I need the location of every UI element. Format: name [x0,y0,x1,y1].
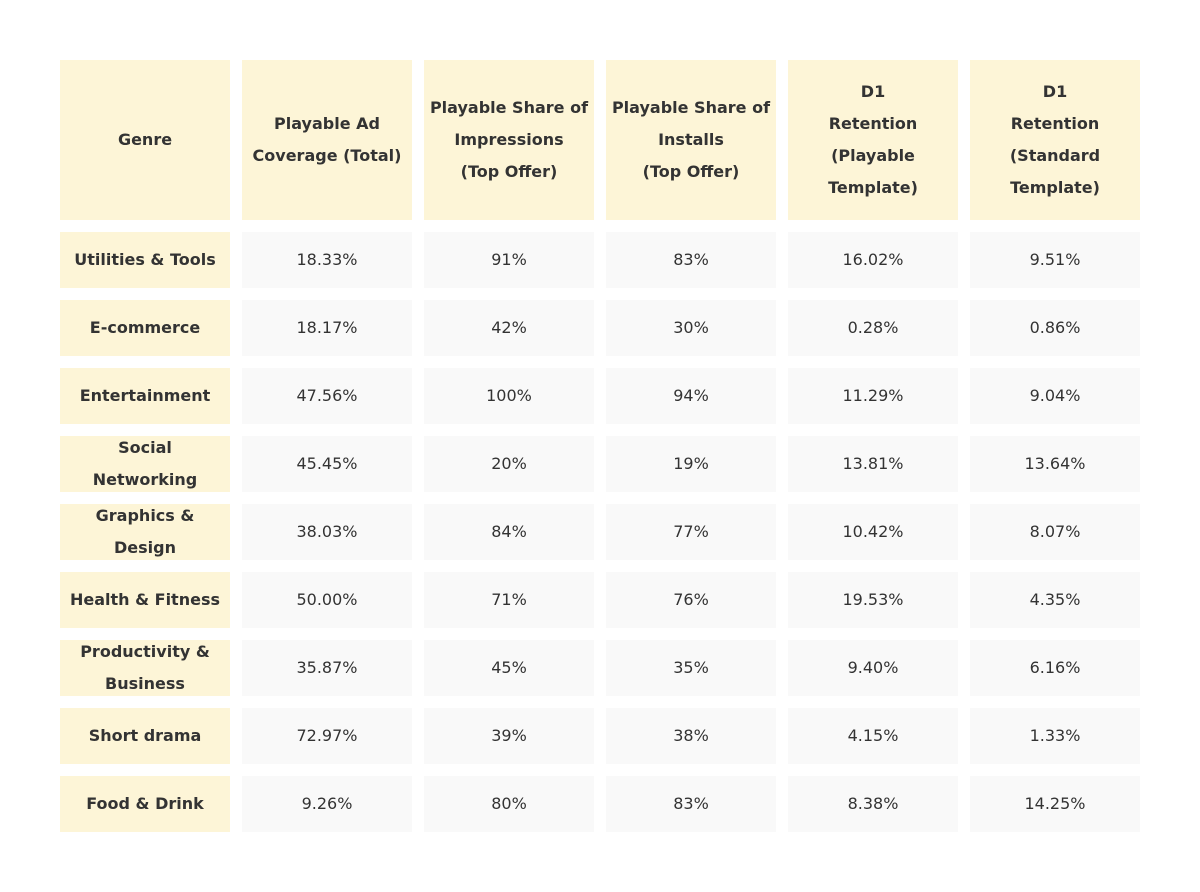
row-genre-label: Graphics & Design [60,504,230,560]
table-cell-value: 14.25% [970,776,1140,832]
table-cell-value: 83% [606,776,776,832]
table-cell-value: 0.28% [788,300,958,356]
table-cell-value: 45% [424,640,594,696]
table-cell-value: 18.17% [242,300,412,356]
table-cell-value: 4.35% [970,572,1140,628]
table-cell-value: 9.51% [970,232,1140,288]
table-cell-value: 19% [606,436,776,492]
table-cell-value: 30% [606,300,776,356]
column-header: Playable Share of Installs (Top Offer) [606,60,776,220]
table-cell-value: 10.42% [788,504,958,560]
table-cell-value: 80% [424,776,594,832]
table-cell-value: 35.87% [242,640,412,696]
table-cell-value: 9.40% [788,640,958,696]
table-cell-value: 84% [424,504,594,560]
column-header: D1 Retention (Playable Template) [788,60,958,220]
column-header: Playable Share of Impressions (Top Offer… [424,60,594,220]
row-genre-label: E-commerce [60,300,230,356]
table-cell-value: 4.15% [788,708,958,764]
table-cell-value: 1.33% [970,708,1140,764]
table-cell-value: 6.16% [970,640,1140,696]
table-cell-value: 19.53% [788,572,958,628]
row-genre-label: Utilities & Tools [60,232,230,288]
table-cell-value: 91% [424,232,594,288]
table-cell-value: 45.45% [242,436,412,492]
row-genre-label: Entertainment [60,368,230,424]
row-genre-label: Productivity & Business [60,640,230,696]
table-cell-value: 83% [606,232,776,288]
column-header: Genre [60,60,230,220]
table-cell-value: 13.64% [970,436,1140,492]
table-cell-value: 18.33% [242,232,412,288]
table-cell-value: 8.38% [788,776,958,832]
table-cell-value: 42% [424,300,594,356]
table-cell-value: 16.02% [788,232,958,288]
row-genre-label: Social Networking [60,436,230,492]
table-cell-value: 76% [606,572,776,628]
table-cell-value: 9.26% [242,776,412,832]
table-cell-value: 13.81% [788,436,958,492]
table-cell-value: 8.07% [970,504,1140,560]
table-cell-value: 39% [424,708,594,764]
table-cell-value: 11.29% [788,368,958,424]
table-cell-value: 71% [424,572,594,628]
table-cell-value: 35% [606,640,776,696]
table-cell-value: 0.86% [970,300,1140,356]
table-cell-value: 38.03% [242,504,412,560]
table-cell-value: 50.00% [242,572,412,628]
row-genre-label: Food & Drink [60,776,230,832]
table-cell-value: 100% [424,368,594,424]
table-cell-value: 72.97% [242,708,412,764]
table-cell-value: 94% [606,368,776,424]
table-cell-value: 38% [606,708,776,764]
column-header: D1 Retention (Standard Template) [970,60,1140,220]
table-cell-value: 47.56% [242,368,412,424]
table-cell-value: 9.04% [970,368,1140,424]
table-cell-value: 77% [606,504,776,560]
row-genre-label: Short drama [60,708,230,764]
table-cell-value: 20% [424,436,594,492]
column-header: Playable Ad Coverage (Total) [242,60,412,220]
row-genre-label: Health & Fitness [60,572,230,628]
